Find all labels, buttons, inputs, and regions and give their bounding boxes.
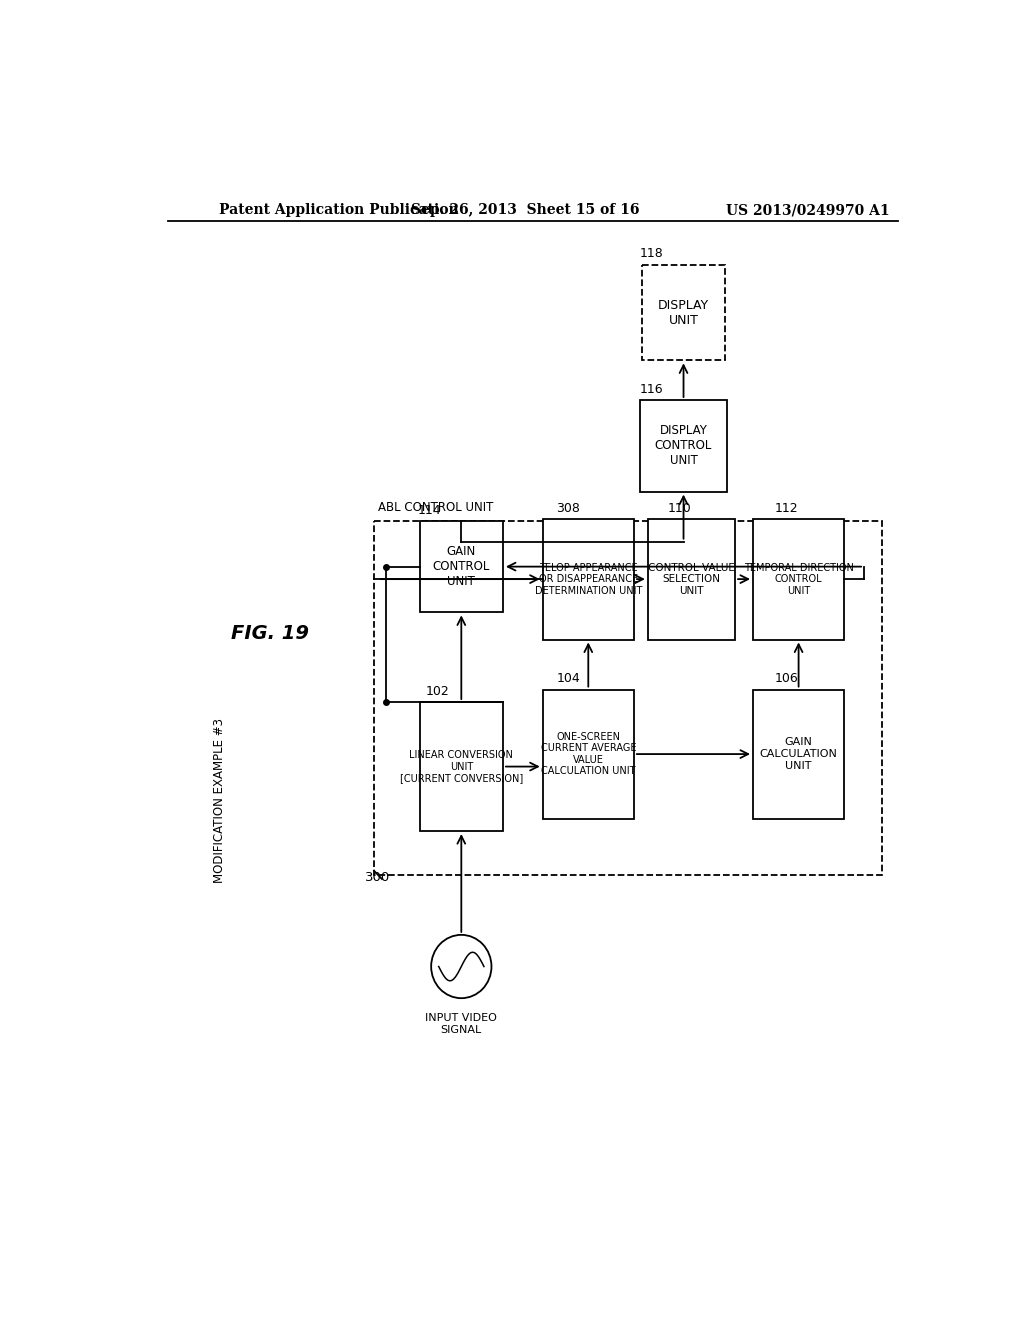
Text: 110: 110 [668,502,691,515]
Text: TELOP APPEARANCE
OR DISAPPEARANCE
DETERMINATION UNIT: TELOP APPEARANCE OR DISAPPEARANCE DETERM… [535,562,642,595]
Text: 300: 300 [365,871,390,883]
Bar [753,519,844,639]
Bar [753,689,844,818]
Bar [420,521,503,612]
Text: ONE-SCREEN
CURRENT AVERAGE
VALUE
CALCULATION UNIT: ONE-SCREEN CURRENT AVERAGE VALUE CALCULA… [541,731,636,776]
Text: Patent Application Publication: Patent Application Publication [219,203,459,216]
Bar [420,702,503,832]
Bar [374,521,882,875]
Text: TEMPORAL DIRECTION
CONTROL
UNIT: TEMPORAL DIRECTION CONTROL UNIT [743,562,854,595]
Text: 102: 102 [426,685,450,698]
Text: MODIFICATION EXAMPLE #3: MODIFICATION EXAMPLE #3 [213,718,225,883]
Text: FIG. 19: FIG. 19 [231,624,309,643]
Text: CONTROL VALUE
SELECTION
UNIT: CONTROL VALUE SELECTION UNIT [648,562,735,595]
Bar [543,689,634,818]
Text: 112: 112 [775,502,799,515]
Text: 104: 104 [557,672,581,685]
Text: GAIN
CONTROL
UNIT: GAIN CONTROL UNIT [432,545,490,589]
Bar [640,400,727,491]
Text: GAIN
CALCULATION
UNIT: GAIN CALCULATION UNIT [760,738,838,771]
Bar [642,264,725,360]
Text: US 2013/0249970 A1: US 2013/0249970 A1 [726,203,890,216]
Text: DISPLAY
UNIT: DISPLAY UNIT [658,298,709,326]
Text: 106: 106 [775,672,799,685]
Bar [543,519,634,639]
Text: DISPLAY
CONTROL
UNIT: DISPLAY CONTROL UNIT [654,424,713,467]
Text: LINEAR CONVERSION
UNIT
[CURRENT CONVERSION]: LINEAR CONVERSION UNIT [CURRENT CONVERSI… [399,750,523,783]
Text: ABL CONTROL UNIT: ABL CONTROL UNIT [378,502,494,515]
Text: INPUT VIDEO
SIGNAL: INPUT VIDEO SIGNAL [425,1014,498,1035]
Text: 114: 114 [418,504,441,516]
Bar [648,519,735,639]
Text: 308: 308 [557,502,581,515]
Text: Sep. 26, 2013  Sheet 15 of 16: Sep. 26, 2013 Sheet 15 of 16 [411,203,639,216]
Text: 116: 116 [640,383,664,396]
Text: 118: 118 [640,247,664,260]
